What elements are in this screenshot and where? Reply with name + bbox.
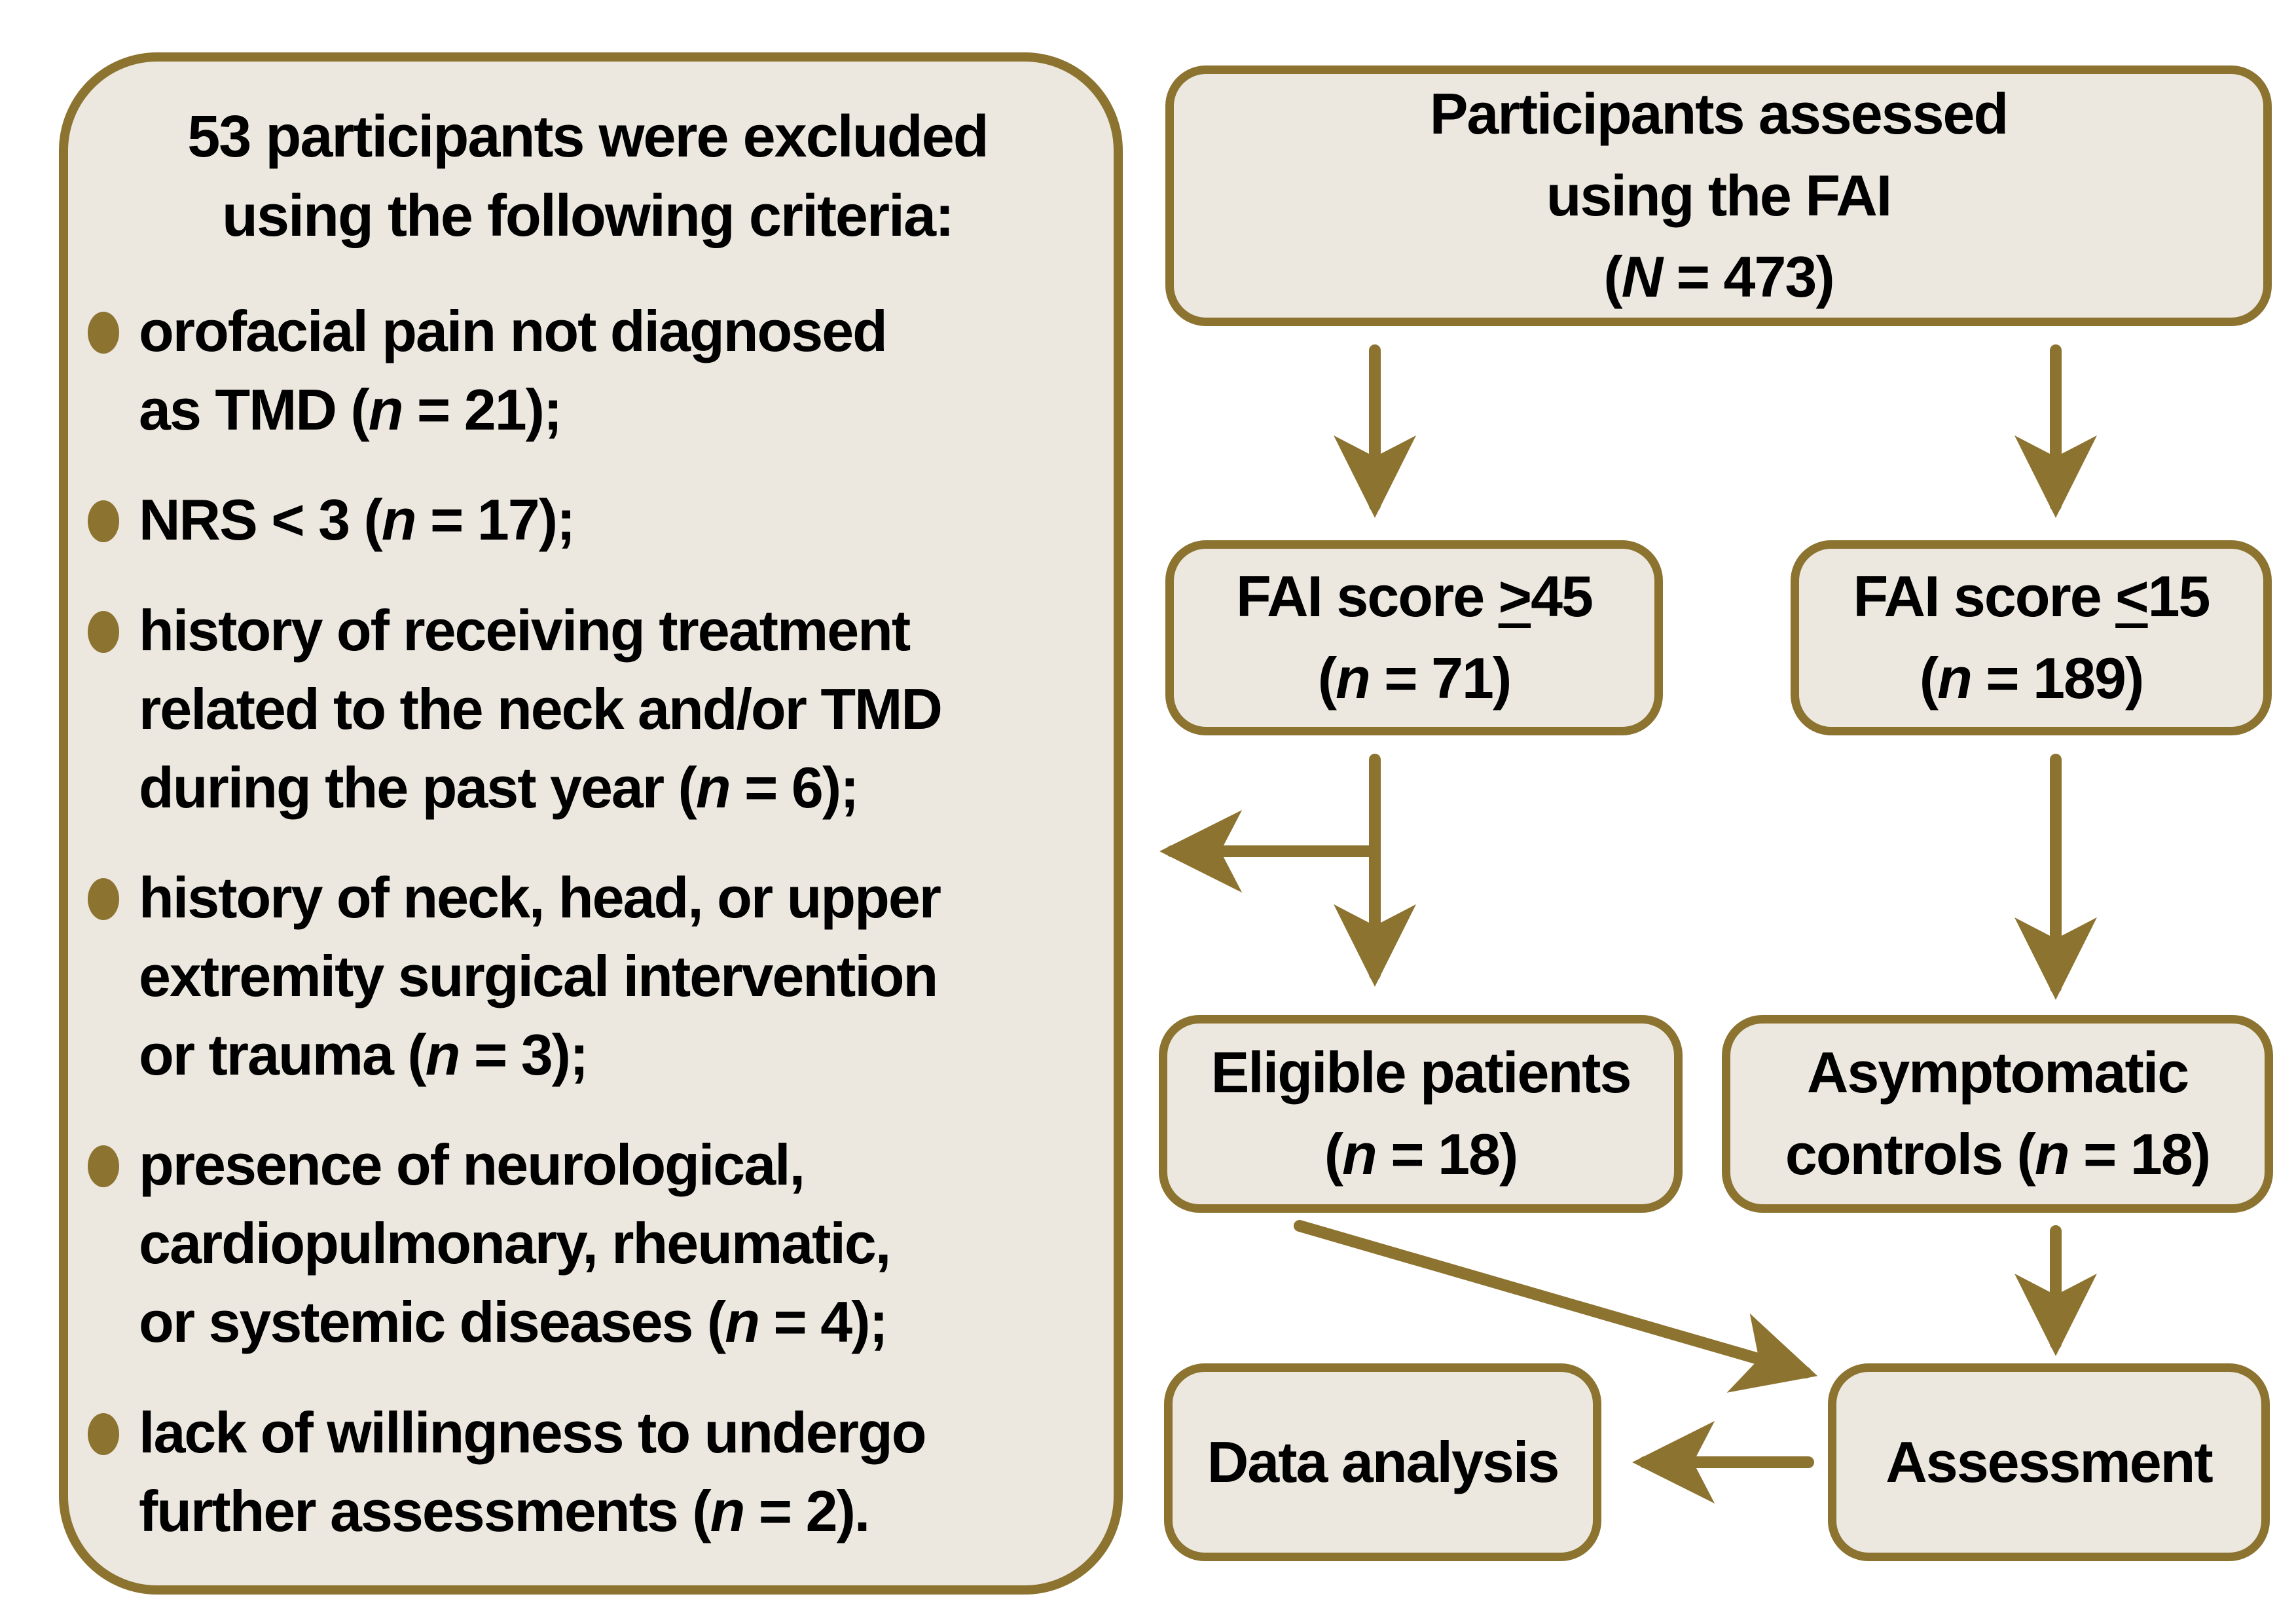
list-item: orofacial pain not diagnosed as TMD (n =…: [75, 292, 1101, 449]
node-label: FAI score <15 (n = 189): [1853, 564, 2211, 710]
exclusion-criterion: lack of willingness to undergo further a…: [139, 1399, 926, 1543]
exclusion-panel-title: 53 participants were excluded using the …: [187, 104, 989, 249]
exclusion-criterion: orofacial pain not diagnosed as TMD (n =…: [139, 299, 888, 443]
bullet-icon: [88, 877, 119, 920]
bullet-icon: [88, 1412, 119, 1455]
node-assessment: Assessment: [1828, 1363, 2270, 1561]
node-fai-score-high: FAI score >45 (n = 71): [1165, 540, 1663, 735]
node-label: Data analysis: [1207, 1429, 1560, 1494]
bullet-icon: [88, 1145, 119, 1188]
node-participants-assessed: Participants assessed using the FAI (N =…: [1165, 65, 2272, 326]
bullet-icon: [88, 500, 119, 543]
list-item: history of receiving treatment related t…: [75, 591, 1101, 827]
exclusion-criterion: presence of neurological, cardiopulmonar…: [139, 1132, 891, 1355]
exclusion-criteria-panel: 53 participants were excluded using the …: [59, 52, 1123, 1595]
list-item: history of neck, head, or upper extremit…: [75, 858, 1101, 1094]
node-label: FAI score >45 (n = 71): [1236, 564, 1594, 710]
node-fai-score-low: FAI score <15 (n = 189): [1791, 540, 2272, 735]
node-data-analysis: Data analysis: [1164, 1363, 1601, 1561]
exclusion-criterion: history of neck, head, or upper extremit…: [139, 864, 941, 1088]
node-asymptomatic-controls: Asymptomatic controls (n = 18): [1722, 1015, 2273, 1213]
node-label: Eligible patients (n = 18): [1211, 1040, 1632, 1187]
arrow-eligible-to-assessment: [1294, 1220, 1818, 1393]
node-eligible-patients: Eligible patients (n = 18): [1159, 1015, 1683, 1213]
bullet-icon: [88, 312, 119, 354]
list-item: presence of neurological, cardiopulmonar…: [75, 1126, 1101, 1361]
exclusion-criterion: history of receiving treatment related t…: [139, 597, 943, 820]
node-label: Assessment: [1886, 1429, 2214, 1494]
bullet-icon: [88, 610, 119, 653]
node-label: Asymptomatic controls (n = 18): [1785, 1040, 2211, 1187]
list-item: lack of willingness to undergo further a…: [75, 1393, 1101, 1551]
exclusion-criterion: NRS < 3 (n = 17);: [139, 487, 575, 553]
list-item: NRS < 3 (n = 17);: [75, 481, 1101, 559]
node-label: Participants assessed using the FAI (N =…: [1429, 81, 2009, 310]
